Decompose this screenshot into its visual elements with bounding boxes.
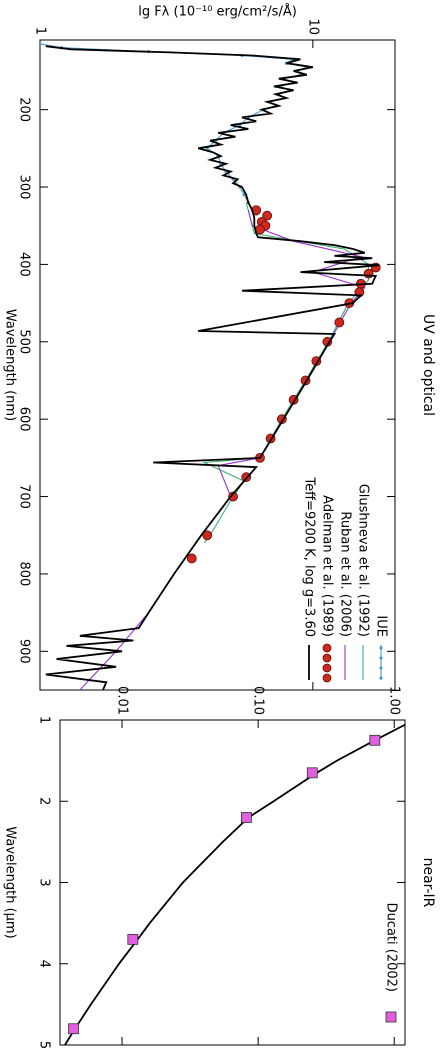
point	[363, 268, 374, 279]
point	[202, 530, 213, 541]
x-axis-label: Wavelength (nm)	[3, 309, 18, 421]
x-tick-label: 800	[17, 562, 32, 587]
y-tick-label: 1	[33, 27, 48, 35]
legend-marker	[322, 673, 332, 683]
x-tick-label: 3	[37, 878, 52, 886]
panel-title: near-IR	[420, 858, 436, 908]
plot-area	[40, 42, 381, 690]
plot-frame	[39, 39, 396, 691]
point	[369, 734, 381, 746]
panel-title: UV and optical	[420, 314, 436, 416]
x-tick-label: 4	[37, 960, 52, 968]
legend-marker	[385, 1011, 397, 1023]
legend-marker	[379, 656, 383, 660]
x-tick-label: 2	[37, 797, 52, 805]
y-tick-label: 0.10	[251, 686, 266, 715]
x-tick-label: 700	[17, 484, 32, 509]
rotated-figure: UV and optical Wavelength (nm) lg Fλ (10⁻¹…	[3, 4, 437, 1050]
point	[68, 1023, 79, 1035]
legend-marker	[322, 663, 332, 673]
series-line	[40, 43, 309, 215]
point	[334, 317, 345, 328]
y-tick-label: 0.01	[115, 686, 130, 715]
x-tick-label: 5	[37, 1041, 52, 1049]
x-tick-label: 400	[17, 252, 32, 277]
legend-label: Teff=9200 K, log g=3.60	[302, 476, 317, 637]
legend-label: Ducati (2002)	[384, 903, 399, 992]
x-tick-label: 1	[37, 716, 52, 724]
x-tick-label: 900	[17, 639, 32, 664]
series-line	[64, 720, 405, 1045]
point	[241, 812, 252, 823]
x-tick-label: 500	[17, 329, 32, 354]
series-line	[45, 45, 380, 690]
x-axis-label: Wavelength (μm)	[3, 826, 18, 938]
legend-marker	[379, 676, 383, 680]
y-tick-label: 10	[305, 18, 320, 35]
point	[262, 210, 273, 221]
point	[306, 767, 318, 779]
x-tick-label: 300	[17, 175, 32, 200]
x-tick-label: 600	[17, 407, 32, 432]
point	[127, 933, 139, 945]
point	[228, 491, 238, 502]
y-axis-label: lg Fλ (10⁻¹⁰ erg/cm²/s/Å)	[138, 4, 297, 20]
point	[40, 42, 42, 46]
legend-label: Ruban et al. (2006)	[338, 511, 353, 637]
legend-marker	[379, 666, 383, 670]
plot-frame	[59, 719, 406, 1046]
legend-marker	[322, 643, 332, 653]
legend-label: Adelman et al. (1989)	[320, 495, 335, 637]
plot-area	[64, 720, 405, 1045]
x-tick-label: 200	[17, 97, 32, 122]
legend-marker	[379, 646, 383, 650]
legend-marker	[322, 653, 332, 663]
legend-label: IUE	[374, 615, 389, 637]
legend-label: Glushneva et al. (1992)	[356, 484, 371, 637]
y-tick-label: 1.00	[387, 686, 402, 715]
point	[186, 553, 197, 564]
